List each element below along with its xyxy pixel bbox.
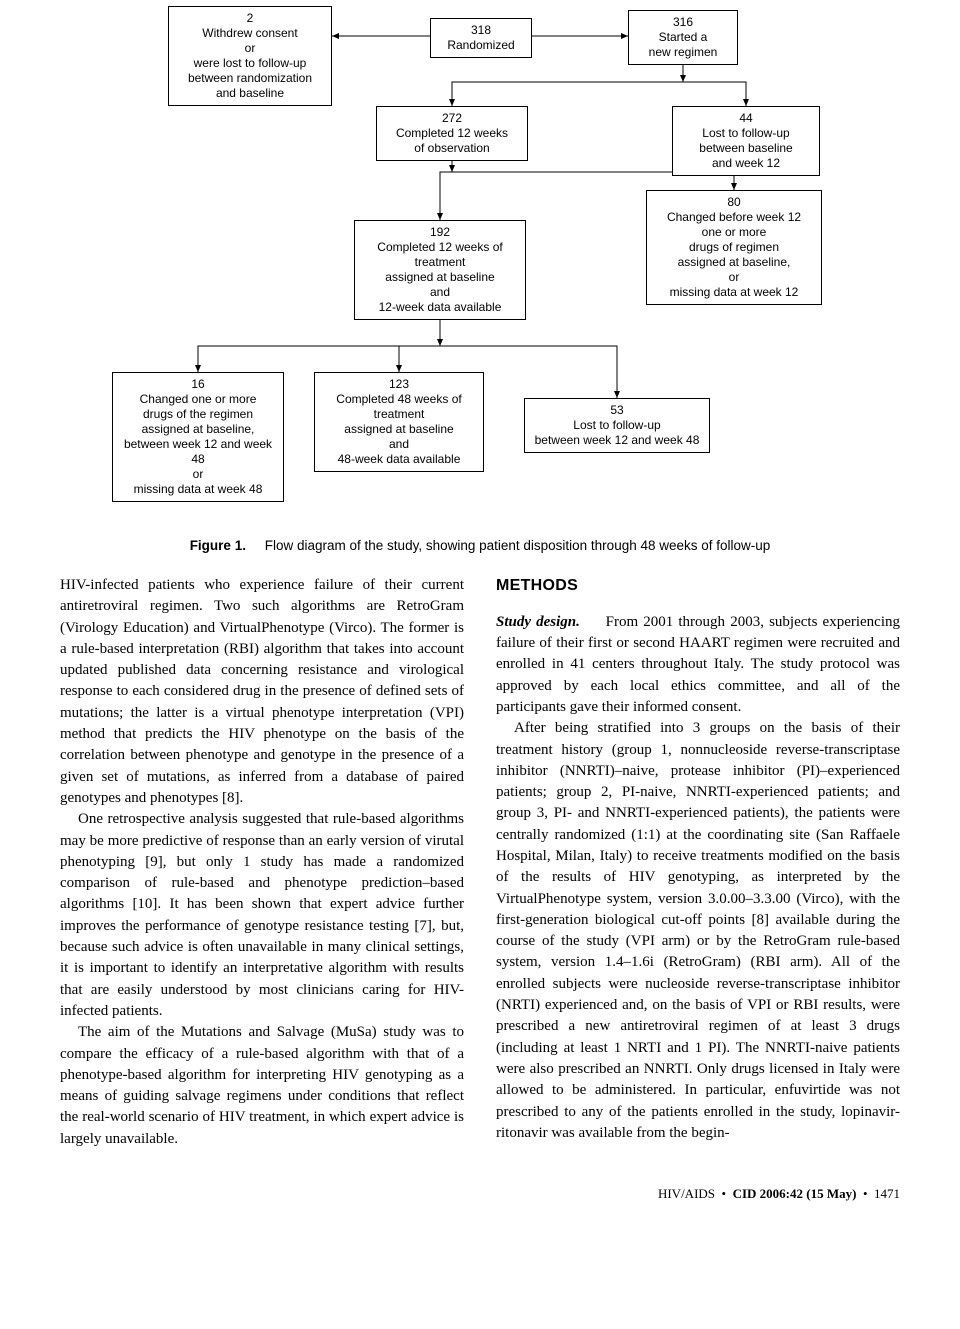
flowchart-node: 123Completed 48 weeks oftreatmentassigne…	[314, 372, 484, 472]
paragraph: One retrospective analysis suggested tha…	[60, 809, 464, 1022]
methods-heading: METHODS	[496, 575, 900, 598]
left-column: HIV-infected patients who experience fai…	[60, 575, 464, 1150]
flowchart: 2Withdrew consentorwere lost to follow-u…	[60, 6, 900, 526]
flowchart-node: 53Lost to follow-upbetween week 12 and w…	[524, 398, 710, 453]
figure-label: Figure 1.	[190, 538, 246, 553]
paragraph: Study design. From 2001 through 2003, su…	[496, 612, 900, 718]
footer-journal: HIV/AIDS	[658, 1186, 715, 1201]
right-column: METHODS Study design. From 2001 through …	[496, 575, 900, 1150]
footer-cid: CID 2006:42 (15 May)	[733, 1186, 857, 1201]
flowchart-node: 2Withdrew consentorwere lost to follow-u…	[168, 6, 332, 106]
body-columns: HIV-infected patients who experience fai…	[60, 575, 900, 1150]
paragraph: HIV-infected patients who experience fai…	[60, 575, 464, 809]
footer-page: 1471	[874, 1186, 900, 1201]
figure-caption-text: Flow diagram of the study, showing patie…	[265, 538, 771, 553]
run-in-heading: Study design.	[496, 614, 580, 630]
page-footer: HIV/AIDS • CID 2006:42 (15 May) • 1471	[60, 1186, 900, 1202]
figure-1: 2Withdrew consentorwere lost to follow-u…	[60, 6, 900, 553]
paragraph: The aim of the Mutations and Salvage (Mu…	[60, 1022, 464, 1150]
figure-caption: Figure 1. Flow diagram of the study, sho…	[60, 538, 900, 553]
flowchart-node: 318Randomized	[430, 18, 532, 58]
flowchart-node: 44Lost to follow-upbetween baselineand w…	[672, 106, 820, 176]
flowchart-node: 192Completed 12 weeks oftreatmentassigne…	[354, 220, 526, 320]
flowchart-node: 16Changed one or moredrugs of the regime…	[112, 372, 284, 502]
flowchart-node: 80Changed before week 12one or moredrugs…	[646, 190, 822, 305]
flowchart-node: 272Completed 12 weeksof observation	[376, 106, 528, 161]
paragraph: After being stratified into 3 groups on …	[496, 718, 900, 1144]
flowchart-node: 316Started anew regimen	[628, 10, 738, 65]
